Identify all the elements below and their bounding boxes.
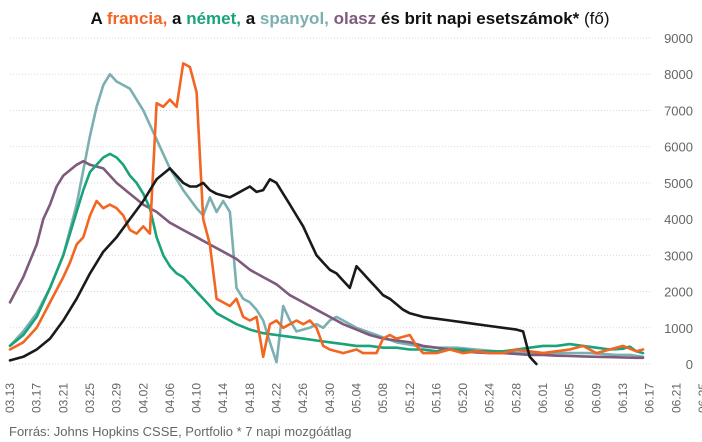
x-tick-label: 03.17 [30, 383, 44, 413]
title-part: A [90, 9, 107, 28]
y-tick-label: 7000 [664, 103, 693, 118]
x-tick-label: 05.20 [456, 383, 470, 413]
x-tick-label: 06.13 [616, 383, 630, 413]
x-tick-label: 06.09 [589, 383, 603, 413]
title-part: német, [186, 9, 242, 28]
x-axis-ticks: 03.13 03.17 03.21 03.25 03.29 04.02 04.06 04.10… [3, 383, 702, 413]
x-tick-label: 04.26 [296, 383, 310, 413]
x-tick-label: 04.10 [190, 383, 204, 413]
series-line-olasz [8, 159, 645, 360]
y-tick-label: 1000 [664, 321, 693, 336]
y-tick-label: 8000 [664, 67, 693, 82]
y-tick-label: 2000 [664, 285, 693, 300]
x-tick-label: 06.25 [696, 383, 702, 413]
series-line-brit [8, 167, 538, 366]
x-tick-label: 06.21 [669, 383, 683, 413]
x-tick-label: 05.04 [349, 383, 363, 413]
title-part: a [167, 9, 187, 28]
x-tick-label: 04.22 [270, 383, 284, 413]
x-tick-label: 03.25 [83, 383, 97, 413]
grid-lines [10, 37, 650, 365]
title-part: a [241, 9, 260, 28]
source-note: Forrás: Johns Hopkins CSSE, Portfolio * … [9, 424, 352, 439]
x-tick-label: 04.30 [323, 383, 337, 413]
x-tick-label: 03.21 [56, 383, 70, 413]
chart-title: A francia, a német, a spanyol, olasz és … [0, 9, 700, 29]
title-part: és brit napi esetszámok* [376, 9, 580, 28]
y-tick-label: 6000 [664, 140, 693, 155]
title-part: spanyol, [259, 9, 329, 28]
x-tick-label: 06.05 [563, 383, 577, 413]
series-line-spanyol [8, 72, 645, 364]
x-tick-label: 05.08 [376, 383, 390, 413]
y-tick-label: 0 [686, 357, 693, 372]
title-part: francia, [106, 9, 168, 28]
title-part: olasz [333, 9, 377, 28]
x-tick-label: 05.28 [509, 383, 523, 413]
y-tick-label: 4000 [664, 212, 693, 227]
y-tick-label: 5000 [664, 176, 693, 191]
title-part: (fő) [579, 9, 610, 28]
x-tick-label: 06.01 [536, 383, 550, 413]
x-tick-label: 05.24 [483, 383, 497, 413]
x-tick-label: 06.17 [643, 383, 657, 413]
y-tick-label: 9000 [664, 31, 693, 46]
x-tick-label: 04.18 [243, 383, 257, 413]
x-tick-label: 04.02 [136, 383, 150, 413]
x-tick-label: 03.29 [110, 383, 124, 413]
x-tick-label: 05.12 [403, 383, 417, 413]
series-lines [8, 62, 645, 366]
y-axis-ticks: 0 1000 2000 3000 4000 5000 6000 7000 8000 9000 [664, 31, 693, 372]
x-tick-label: 04.14 [216, 383, 230, 413]
x-tick-label: 04.06 [163, 383, 177, 413]
y-tick-label: 3000 [664, 248, 693, 263]
x-tick-label: 03.13 [3, 383, 17, 413]
series-line-francia [8, 62, 645, 359]
x-tick-label: 05.16 [429, 383, 443, 413]
